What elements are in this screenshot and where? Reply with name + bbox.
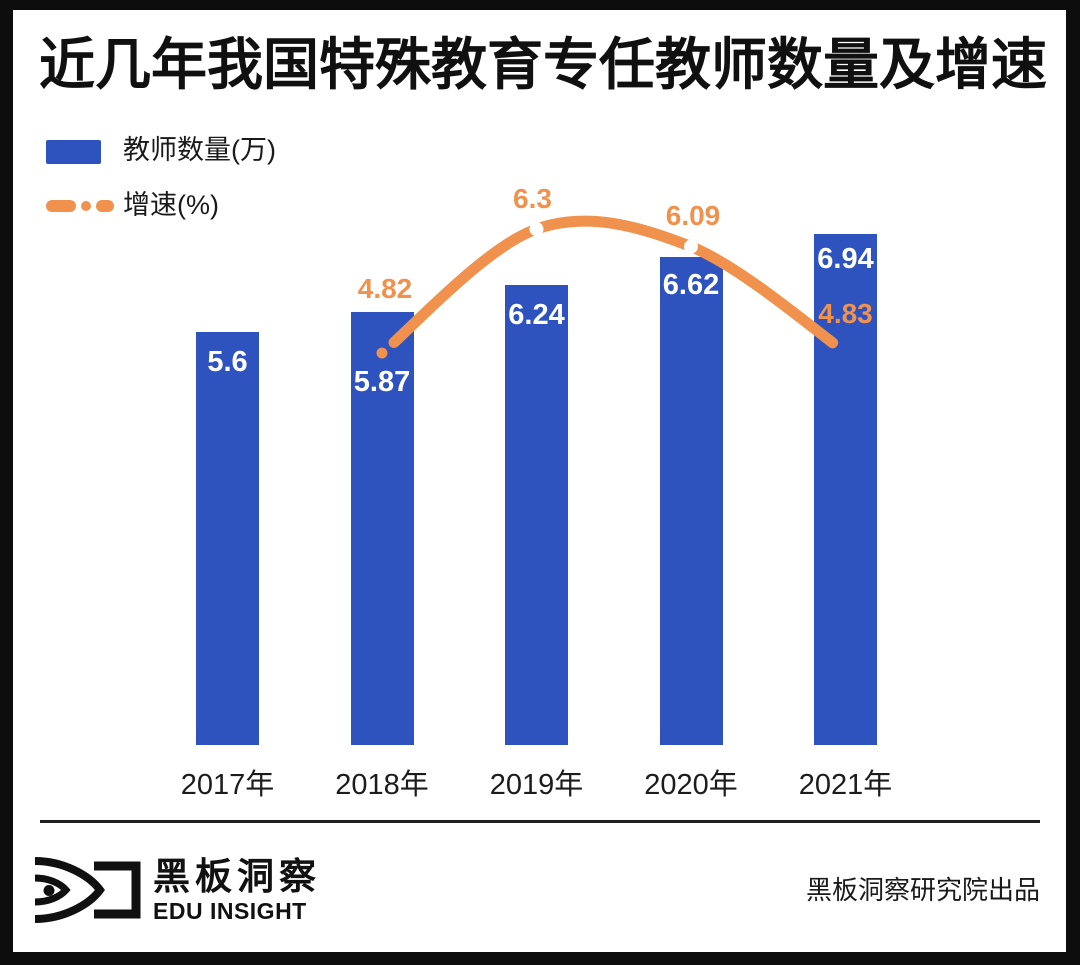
bar-2021年 (814, 234, 877, 745)
x-axis-label: 2017年 (180, 769, 275, 801)
footer-divider (40, 820, 1040, 823)
line-value-label: 4.83 (818, 298, 873, 330)
line-value-label: 6.09 (665, 199, 721, 231)
chart-title: 近几年我国特殊教育专任教师数量及增速 (39, 33, 1047, 96)
brand-name-chinese: 黑板洞察 (153, 856, 321, 897)
bar-2019年 (505, 285, 568, 745)
bar-value-label: 6.24 (508, 299, 565, 331)
bar-2020年 (659, 257, 723, 745)
bar-value-label: 5.87 (353, 366, 411, 398)
infographic-card: 近几年我国特殊教育专任教师数量及增速 教师数量(万) 增速(%) 5.6 2017… (13, 10, 1066, 952)
bar-legend-swatch (46, 140, 101, 164)
bar-2017年 (196, 332, 259, 745)
legend-dash-icon (96, 200, 114, 212)
line-marker-dot (529, 222, 544, 237)
x-axis-label: 2018年 (335, 769, 429, 801)
bar-2018年 (350, 312, 414, 745)
x-axis-label: 2021年 (798, 769, 893, 801)
legend-dash-icon (46, 200, 76, 212)
bar-value-label: 6.62 (662, 269, 720, 301)
bar-value-label: 5.6 (207, 346, 248, 378)
legend-label-growth-rate: 增速(%) (123, 190, 219, 220)
legend-dot-icon (81, 201, 91, 211)
line-value-label: 4.82 (357, 273, 413, 305)
line-marker-dot (684, 239, 698, 254)
line-value-label: 6.3 (513, 183, 552, 215)
credit-text: 黑板洞察研究院出品 (805, 875, 1040, 905)
brand-name-english: EDU INSIGHT (153, 898, 307, 924)
line-legend-marker (46, 200, 114, 212)
x-axis-label: 2019年 (489, 769, 584, 801)
edu-insight-logo-icon (34, 857, 141, 923)
growth-line-path (376, 215, 851, 359)
chart-area: 5.6 2017年 5.87 2018年 6.24 2019年 6.62 2020年 6.94 2… (13, 10, 1066, 952)
x-axis-label: 2020年 (644, 769, 738, 801)
legend-label-teacher-count: 教师数量(万) (123, 135, 276, 165)
bar-value-label: 6.94 (817, 243, 874, 275)
growth-rate-line-chart (376, 215, 851, 359)
